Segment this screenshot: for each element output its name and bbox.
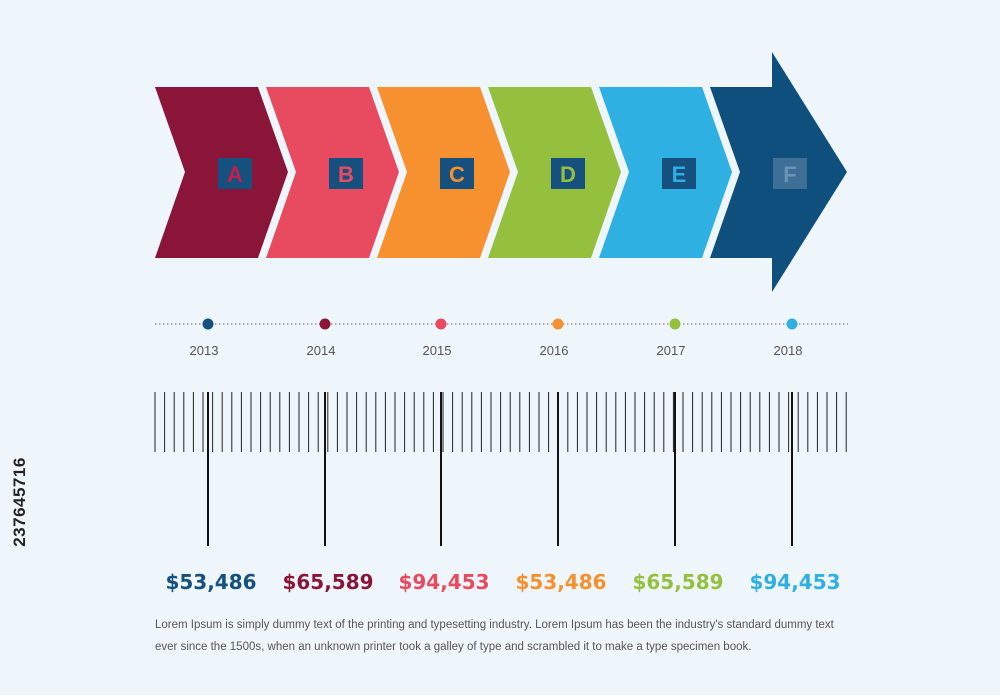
timeline-dot	[669, 318, 681, 330]
timeline-dot	[552, 318, 564, 330]
year-label: 2013	[190, 343, 219, 358]
timeline-dot	[786, 318, 798, 330]
stage-letter-box	[551, 158, 585, 189]
stage-letter: C	[449, 162, 465, 187]
value-label: $53,486	[165, 570, 256, 594]
chevron-arrow: A B C D E F	[155, 52, 847, 292]
stage-letter: F	[783, 162, 796, 187]
value-label: $65,589	[632, 570, 723, 594]
year-label: 2014	[307, 343, 336, 358]
stage-letter-box	[662, 158, 696, 189]
timeline-dot	[319, 318, 331, 330]
stage-letter: D	[560, 162, 576, 187]
stage-letter-box	[329, 158, 363, 189]
value-label: $65,589	[282, 570, 373, 594]
stage-letter-box	[440, 158, 474, 189]
year-label: 2016	[540, 343, 569, 358]
tick-ruler	[154, 392, 847, 546]
stage-letter: B	[338, 162, 354, 187]
value-label: $94,453	[398, 570, 489, 594]
year-label: 2018	[774, 343, 803, 358]
timeline-dot	[202, 318, 214, 330]
stock-id-label: 237645716	[10, 457, 29, 547]
stage-letter-box	[218, 158, 252, 189]
stage-letter-box	[773, 158, 807, 189]
year-label: 2017	[657, 343, 686, 358]
stage-letter: A	[227, 162, 243, 187]
value-label: $53,486	[515, 570, 606, 594]
timeline-dot	[435, 318, 447, 330]
description-text: Lorem Ipsum is simply dummy text of the …	[155, 619, 834, 653]
timeline-axis: 2013 2014 2015 2016 2017 2018	[155, 318, 848, 358]
stage-letter: E	[672, 162, 687, 187]
year-label: 2015	[423, 343, 452, 358]
value-labels: $53,486 $65,589 $94,453 $53,486 $65,589 $94,4…	[165, 570, 840, 594]
value-label: $94,453	[749, 570, 840, 594]
